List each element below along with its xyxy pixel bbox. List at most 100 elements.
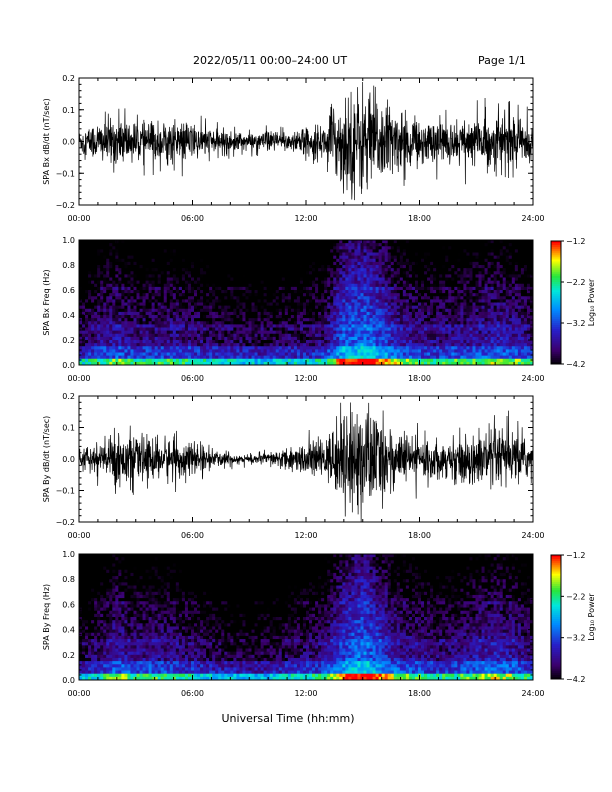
spectrogram-cell bbox=[315, 311, 319, 316]
spectrogram-cell bbox=[405, 283, 410, 288]
spectrogram-cell bbox=[242, 290, 246, 294]
spectrogram-cell bbox=[272, 318, 277, 322]
spectrogram-cell bbox=[275, 283, 280, 288]
spectrogram-cell bbox=[430, 265, 434, 269]
spectrogram-cell bbox=[327, 336, 331, 341]
spectrogram-cell bbox=[97, 352, 101, 356]
spectrogram-cell bbox=[242, 296, 246, 300]
spectrogram-cell bbox=[405, 324, 410, 328]
spectrogram-cell bbox=[236, 252, 240, 256]
spectrogram-cell bbox=[100, 246, 104, 250]
spectrogram-cell bbox=[197, 343, 201, 347]
spectrogram-cell bbox=[242, 327, 246, 331]
spectrogram-cell bbox=[312, 268, 316, 272]
spectrogram-cell bbox=[309, 327, 313, 331]
spectrogram-cell bbox=[387, 302, 392, 306]
spectrogram-cell bbox=[151, 293, 155, 297]
spectrogram-cell bbox=[315, 305, 319, 310]
spectrogram-cell bbox=[215, 333, 219, 338]
spectrogram-cell bbox=[203, 243, 207, 247]
spectrogram-cell bbox=[85, 311, 89, 316]
spectrogram-cell bbox=[151, 271, 155, 275]
spectrogram-cell bbox=[100, 268, 104, 272]
spectrogram-cell bbox=[296, 286, 301, 291]
spectrogram-cell bbox=[85, 318, 89, 322]
spectrogram-cell bbox=[345, 352, 349, 356]
spectrogram-cell bbox=[109, 274, 113, 278]
spectrogram-cell bbox=[115, 318, 119, 322]
spectrogram-cell bbox=[439, 261, 443, 266]
spectrogram-cell bbox=[169, 293, 174, 297]
spectrogram-cell bbox=[106, 243, 110, 247]
spectrogram-cell bbox=[299, 277, 304, 281]
spectrogram-cell bbox=[124, 249, 128, 253]
spectrogram-cell bbox=[433, 349, 437, 353]
spectrogram-cell bbox=[430, 240, 434, 244]
spectrogram-cell bbox=[269, 258, 274, 263]
spectrogram-cell bbox=[290, 340, 295, 344]
spectrogram-cell bbox=[190, 246, 195, 250]
spectrogram-cell bbox=[233, 330, 237, 335]
spectrogram-cell bbox=[309, 296, 313, 300]
spectrogram-cell bbox=[327, 302, 331, 306]
spectrogram-cell bbox=[82, 290, 86, 294]
spectrogram-cell bbox=[172, 249, 177, 253]
spectrogram-cell bbox=[239, 315, 243, 319]
spectrogram-cell bbox=[284, 352, 289, 356]
spectrogram-cell bbox=[445, 346, 449, 350]
spectrogram-cell bbox=[230, 268, 234, 272]
spectrogram-cell bbox=[124, 274, 128, 278]
spectrogram-cell bbox=[200, 252, 204, 256]
spectrogram-cell bbox=[439, 296, 443, 300]
spectrogram-cell bbox=[275, 280, 280, 285]
spectrogram-cell bbox=[169, 261, 174, 266]
spectrogram-cell bbox=[272, 277, 277, 281]
spectrogram-cell bbox=[381, 277, 385, 281]
spectrogram-cell bbox=[287, 296, 292, 300]
spectrogram-cell bbox=[330, 352, 334, 356]
spectrogram-cell bbox=[272, 280, 277, 285]
spectrogram-cell bbox=[133, 296, 137, 300]
spectrogram-cell bbox=[306, 268, 310, 272]
spectrogram-cell bbox=[151, 327, 155, 331]
spectrogram-cell bbox=[172, 286, 177, 291]
spectrogram-cell bbox=[269, 352, 274, 356]
spectrogram-cell bbox=[172, 336, 177, 341]
spectrogram-cell bbox=[224, 346, 228, 350]
spectrogram-cell bbox=[348, 358, 352, 363]
spectrogram-cell bbox=[405, 268, 410, 272]
spectrogram-cell bbox=[190, 340, 195, 344]
spectrogram-cell bbox=[224, 315, 228, 319]
spectrogram-cell bbox=[281, 352, 286, 356]
spectrogram-cell bbox=[251, 358, 255, 363]
spectrogram-cell bbox=[345, 258, 349, 263]
spectrogram-cell bbox=[94, 271, 98, 275]
spectrogram-cell bbox=[348, 302, 352, 306]
spectrogram-cell bbox=[154, 274, 158, 278]
spectrogram-cell bbox=[393, 252, 398, 256]
spectrogram-cell bbox=[124, 336, 128, 341]
spectrogram-cell bbox=[112, 261, 116, 266]
spectrogram-cell bbox=[209, 280, 213, 285]
spectrogram-cell bbox=[230, 265, 234, 269]
spectrogram-cell bbox=[145, 346, 149, 350]
spectrogram-cell bbox=[236, 311, 240, 316]
spectrogram-cell bbox=[154, 311, 158, 316]
spectrogram-cell bbox=[151, 258, 155, 263]
spectrogram-cell bbox=[184, 352, 189, 356]
spectrogram-cell bbox=[411, 308, 416, 313]
spectrogram-cell bbox=[212, 311, 216, 316]
spectrogram-cell bbox=[112, 277, 116, 281]
spectrogram-cell bbox=[139, 252, 143, 256]
spectrogram-cell bbox=[378, 283, 382, 288]
spectrogram-cell bbox=[287, 324, 292, 328]
spectrogram-cell bbox=[109, 358, 113, 363]
spectrogram-cell bbox=[263, 333, 267, 338]
spectrogram-cell bbox=[427, 321, 431, 325]
spectrogram-cell bbox=[109, 255, 113, 260]
spectrogram-cell bbox=[230, 252, 234, 256]
spectrogram-cell bbox=[148, 315, 152, 319]
spectrogram-cell bbox=[348, 352, 352, 356]
spectrogram-cell bbox=[221, 302, 225, 306]
spectrogram-cell bbox=[221, 255, 225, 260]
